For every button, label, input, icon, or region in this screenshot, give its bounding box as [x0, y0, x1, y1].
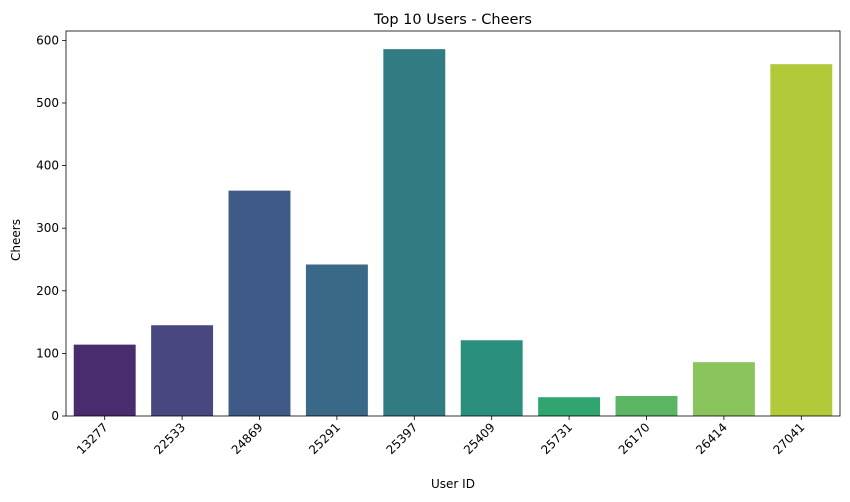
x-tick-label: 26414: [693, 420, 730, 457]
x-tick-label: 25731: [538, 420, 575, 457]
y-tick-label: 500: [36, 96, 59, 110]
plot-area: 0 100 200 300 400 500 600 13277 22533 24869 25291 2…: [36, 30, 841, 457]
x-tick-label: 24869: [229, 420, 266, 457]
y-axis-label: Cheers: [9, 219, 23, 261]
y-tick-label: 400: [36, 159, 59, 173]
x-tick-label: 26170: [616, 420, 653, 457]
y-tick-label: 300: [36, 221, 59, 235]
y-tick-label: 600: [36, 33, 59, 47]
x-tick-label: 13277: [74, 420, 111, 457]
bar-27041: [770, 64, 833, 417]
bar-25397: [383, 49, 446, 417]
x-tick-label: 27041: [771, 420, 808, 457]
plot-frame: [65, 30, 841, 417]
bar-26170: [615, 395, 678, 416]
x-tick-label: 25409: [461, 420, 498, 457]
x-tick-label: 25291: [306, 420, 343, 457]
y-tick-label: 100: [36, 346, 59, 360]
bar-26414: [692, 362, 755, 416]
y-tick-label: 200: [36, 284, 59, 298]
bar-22533: [151, 325, 214, 416]
chart-title: Top 10 Users - Cheers: [373, 12, 532, 28]
x-tick-label: 22533: [151, 420, 188, 457]
bar-13277: [73, 344, 136, 416]
x-tick-label: 25397: [384, 420, 421, 457]
bar-25291: [305, 264, 368, 416]
bar-25731: [538, 397, 601, 416]
y-tick-label: 0: [51, 409, 59, 423]
x-axis-label: User ID: [431, 477, 475, 491]
bar-25409: [460, 340, 523, 416]
bar-24869: [228, 190, 291, 416]
